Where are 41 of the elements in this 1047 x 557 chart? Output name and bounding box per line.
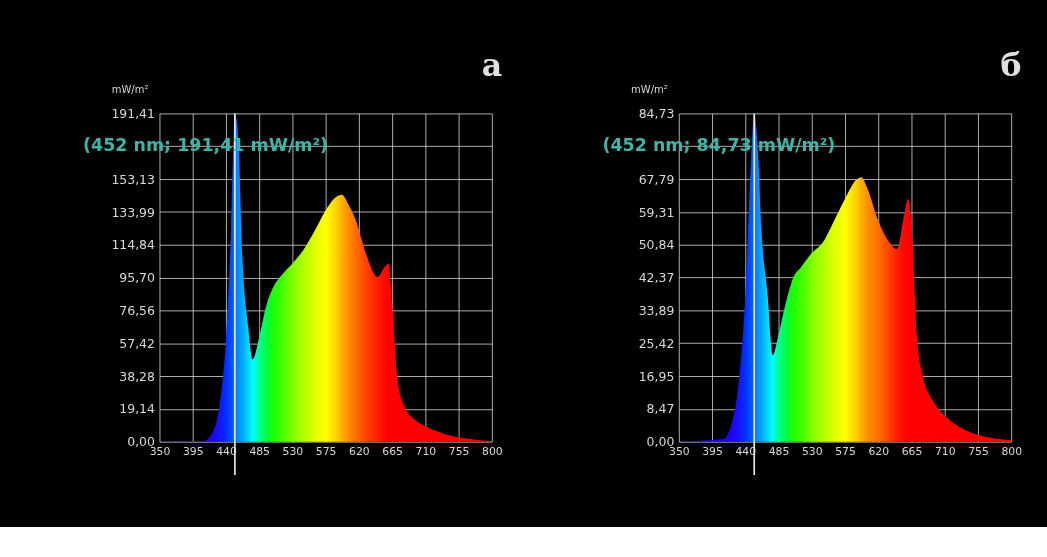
x-tick-label: 800 <box>1001 445 1023 459</box>
y-axis-title: mW/m² <box>111 84 149 96</box>
x-tick-label: 530 <box>282 445 304 459</box>
y-tick-label: 16,95 <box>638 368 675 384</box>
y-tick-label: 76,56 <box>119 303 156 319</box>
x-tick-label: 665 <box>382 445 403 459</box>
y-tick-label: 8,47 <box>646 401 675 417</box>
x-tick-label: 575 <box>315 445 337 459</box>
chart-title: б <box>1000 46 1022 84</box>
x-tick-label: 755 <box>968 445 989 459</box>
x-tick-label: 530 <box>801 445 823 459</box>
x-tick-label: 665 <box>901 445 923 459</box>
y-axis-title: mW/m² <box>631 84 668 96</box>
y-tick-label: 133,99 <box>111 204 156 220</box>
y-tick-label: 67,79 <box>638 171 675 187</box>
y-tick-label: 84,73 <box>638 106 675 122</box>
x-tick-label: 395 <box>182 445 204 459</box>
chart-title: а <box>481 46 503 84</box>
x-tick-label: 350 <box>669 445 690 459</box>
y-tick-label: 33,89 <box>638 303 675 319</box>
x-tick-label: 710 <box>934 445 956 459</box>
y-tick-label: 42,37 <box>638 270 675 286</box>
y-tick-label: 38,28 <box>119 368 156 384</box>
x-tick-label: 395 <box>702 445 723 459</box>
x-tick-label: 575 <box>835 445 856 459</box>
x-tick-label: 800 <box>482 445 503 459</box>
x-tick-label: 755 <box>448 445 470 459</box>
y-tick-label: 19,14 <box>119 401 156 417</box>
y-tick-label: 95,70 <box>119 270 156 286</box>
y-tick-label: 57,42 <box>119 335 155 351</box>
x-tick-label: 620 <box>349 445 370 459</box>
y-tick-label: 59,31 <box>638 204 675 220</box>
x-tick-label: 620 <box>868 445 890 459</box>
x-tick-label: 485 <box>768 445 790 459</box>
y-tick-label: 114,84 <box>111 237 156 253</box>
x-tick-label: 485 <box>249 445 270 459</box>
y-tick-label: 191,41 <box>111 106 155 122</box>
y-tick-label: 25,42 <box>638 335 675 351</box>
y-tick-label: 50,84 <box>638 237 675 253</box>
y-tick-label: 153,13 <box>111 171 155 187</box>
x-tick-label: 710 <box>415 445 437 459</box>
